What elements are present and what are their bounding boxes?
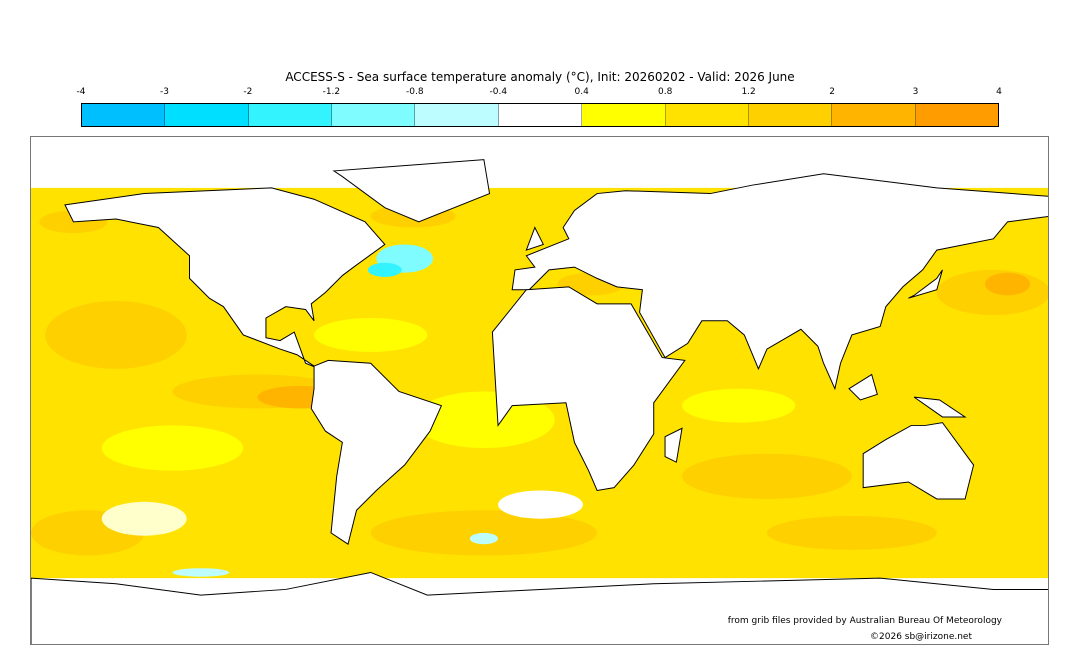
new-guinea: [913, 396, 967, 418]
colorbar-tick-label: 0.8: [658, 87, 673, 97]
eurasia: [511, 173, 1048, 391]
colorbar-segment: [332, 104, 416, 126]
colorbar-tick-label: -0.4: [489, 87, 508, 97]
colorbar-segment: [832, 104, 916, 126]
copyright-credit: ©2026 sb@irizone.net: [870, 632, 972, 642]
colorbar-tick-label: -3: [159, 87, 169, 97]
colorbar-segment: [498, 104, 583, 126]
colorbar-tick-label: -0.8: [406, 87, 424, 97]
warm-anomaly-patches: [31, 204, 1048, 556]
africa: [491, 286, 686, 492]
colorbar-segment: [582, 104, 666, 126]
colorbar-segment: [915, 104, 998, 126]
data-source-credit: from grib files provided by Australian B…: [727, 616, 1002, 626]
north-america: [64, 187, 386, 370]
colorbar-tick-label: 1.2: [741, 87, 756, 97]
colorbar-segment: [82, 104, 166, 126]
borneo: [848, 373, 878, 401]
madagascar: [664, 427, 683, 463]
uk: [525, 226, 545, 251]
antarctica: [31, 571, 1048, 644]
greenland: [332, 159, 491, 223]
colorbar-tick-label: -2: [243, 87, 253, 97]
world-map: [31, 159, 1048, 644]
colorbar-ticks: -4 -3 -2 -1.2 -0.8 -0.4 0.4 0.8 1.2 2 3 4: [77, 87, 1002, 99]
colorbar-segment: [665, 104, 749, 126]
colorbar-tick-label: -4: [76, 87, 86, 97]
colorbar-segment: [415, 104, 499, 126]
south-america: [310, 359, 443, 546]
colorbar-segment: [165, 104, 249, 126]
continents: [31, 159, 1048, 644]
colorbar-tick-label: 2: [829, 87, 835, 97]
japan: [908, 269, 943, 299]
map-frame: [30, 136, 1049, 645]
colorbar-tick-label: 0.4: [574, 87, 589, 97]
colorbar-tick-label: 3: [912, 87, 919, 97]
colorbar-tick-label: 4: [996, 87, 1002, 97]
colorbar-segment: [748, 104, 833, 126]
australia: [862, 422, 975, 500]
colorbar-segment: [248, 104, 333, 126]
colorbar: [81, 103, 999, 127]
neutral-anomaly-patches: [101, 317, 796, 536]
map-title: ACCESS-S - Sea surface temperature anoma…: [285, 70, 795, 84]
colorbar-tick-label: -1.2: [322, 87, 341, 97]
